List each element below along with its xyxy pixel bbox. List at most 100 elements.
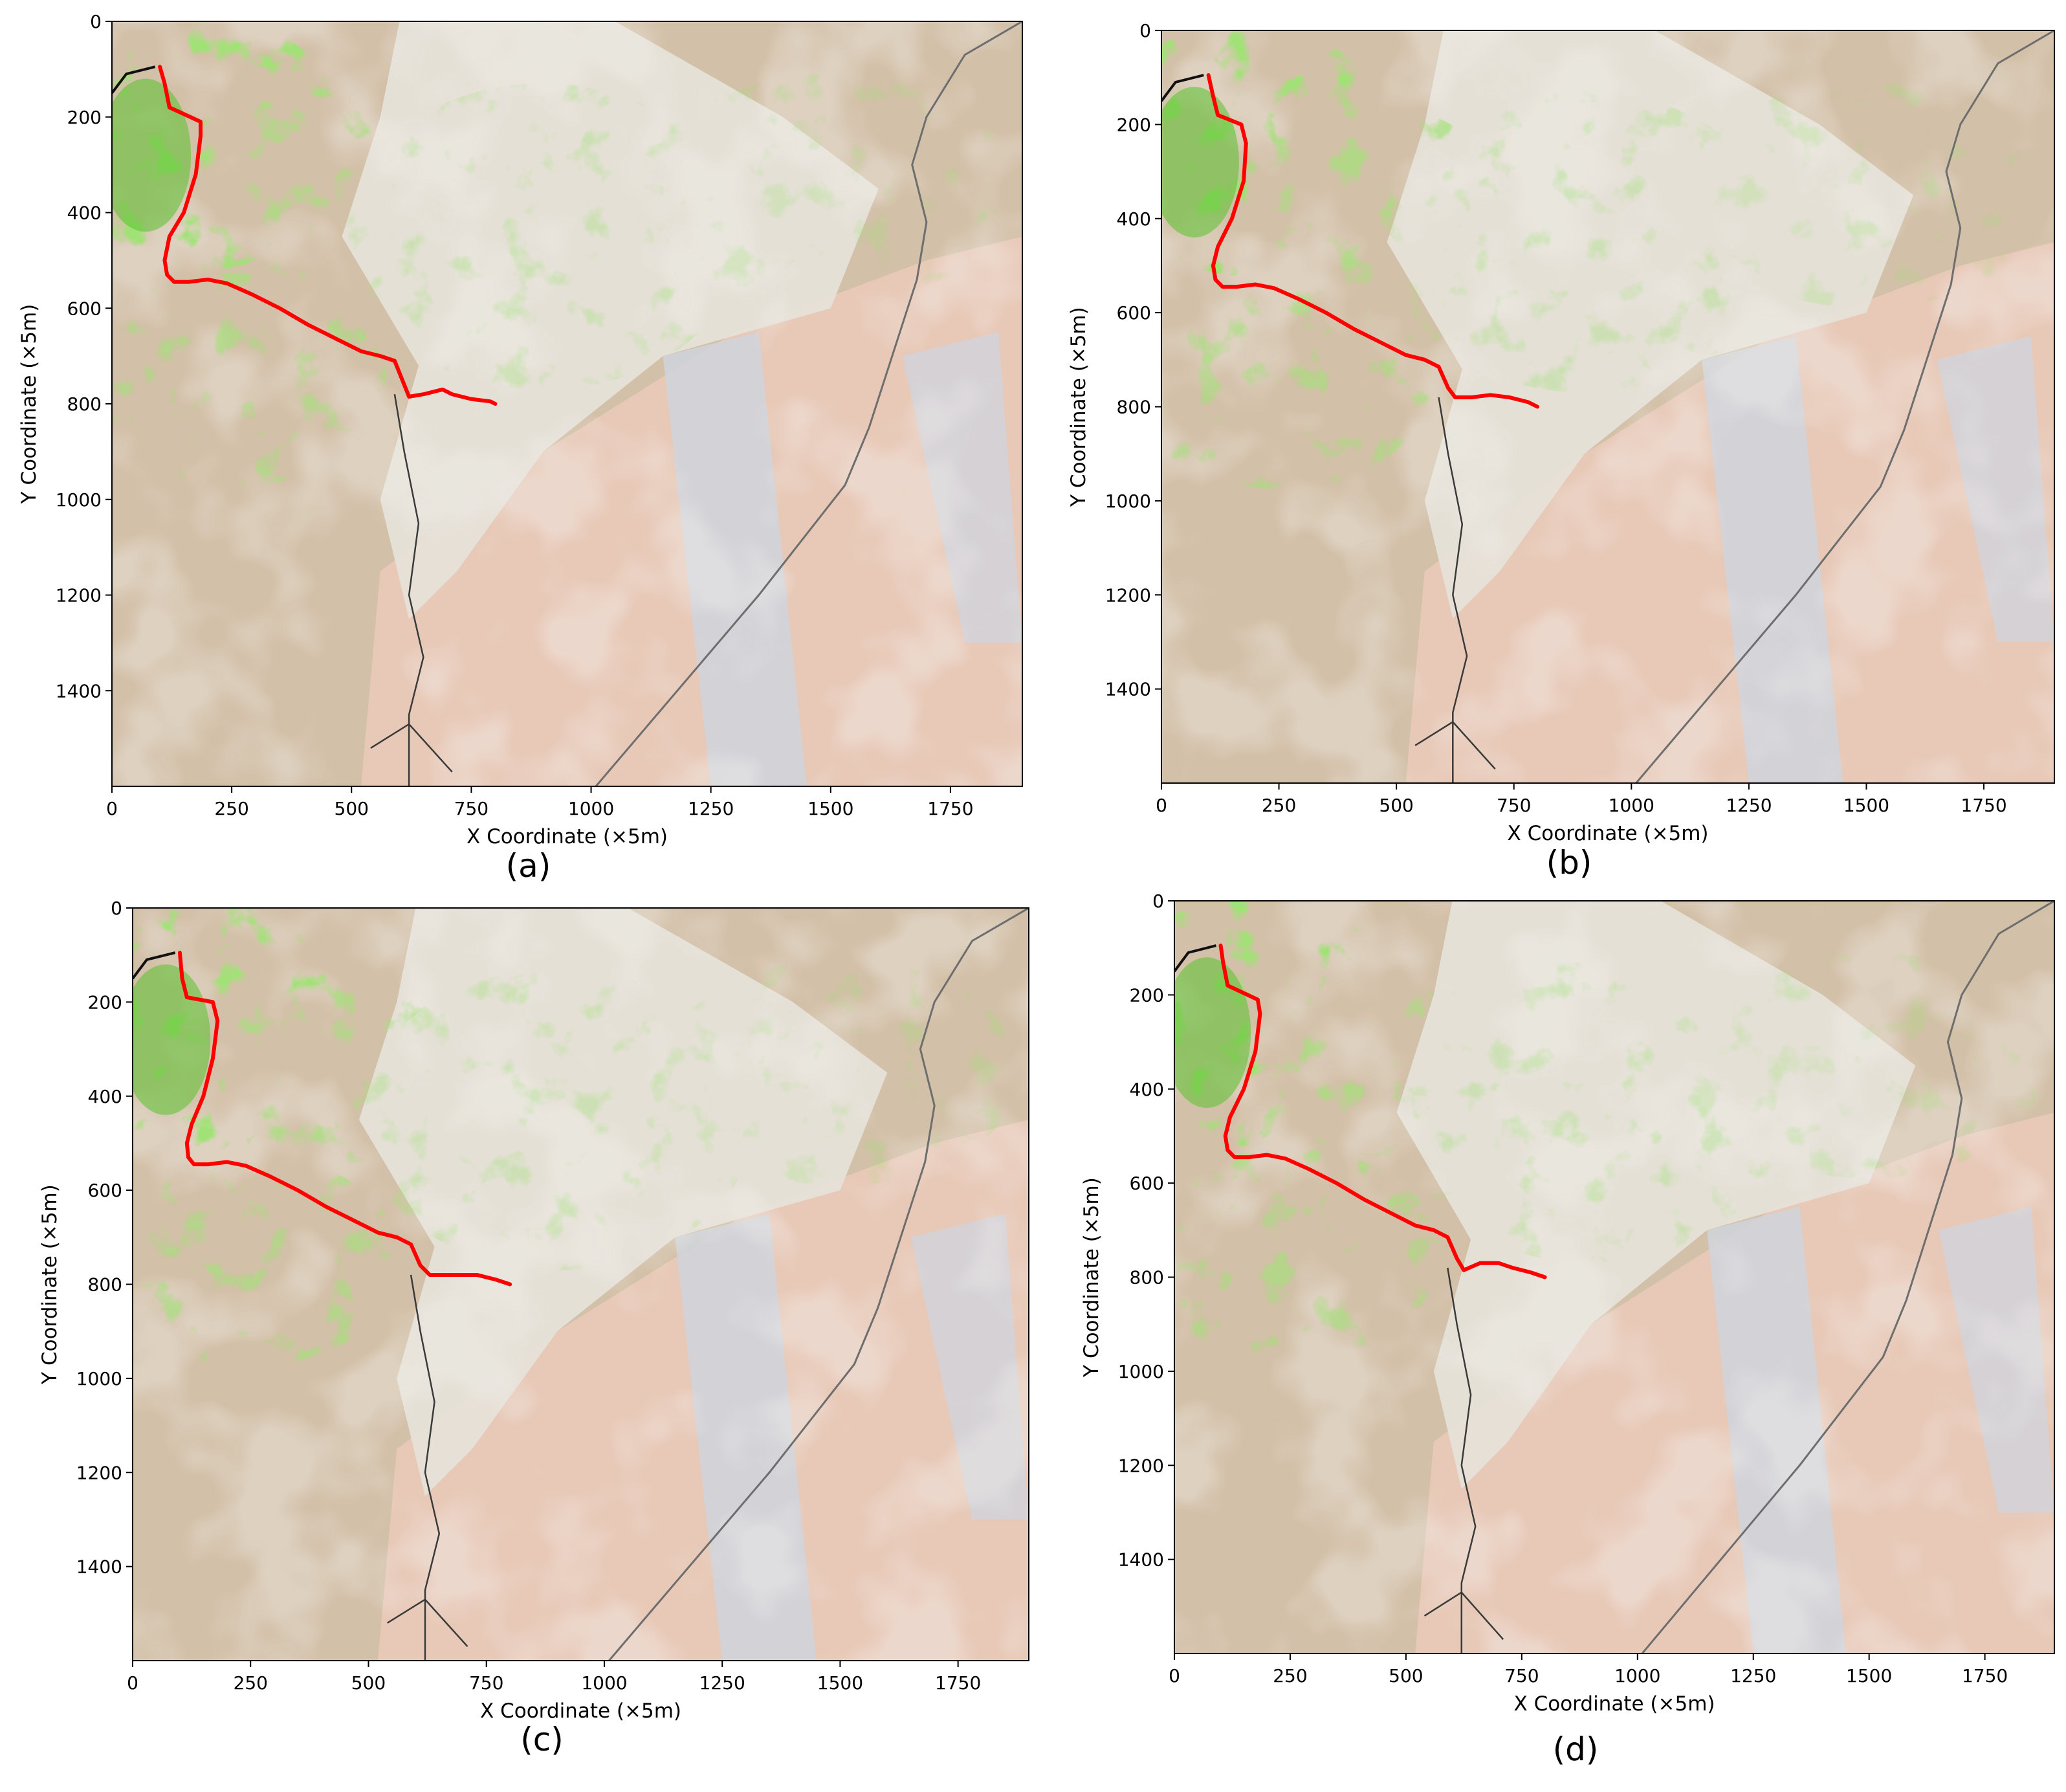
y-tick-label: 0: [1139, 20, 1151, 41]
y-tick-label: 600: [1117, 302, 1151, 324]
y-tick-label: 0: [1152, 890, 1164, 912]
x-tick-label: 1500: [1843, 795, 1889, 816]
x-axis-label: X Coordinate (×5m): [1508, 822, 1709, 845]
x-tick-label: 1250: [1726, 795, 1772, 816]
stream-branch: [1414, 720, 1496, 770]
panel-caption: (d): [1553, 1731, 1599, 1768]
y-tick-label: 600: [88, 1180, 122, 1201]
road-line: [608, 908, 1029, 1661]
x-tick-label: 1250: [1730, 1665, 1776, 1687]
panel-caption: (b): [1546, 844, 1592, 881]
stream-line: [1438, 397, 1468, 783]
y-tick-label: 1200: [1118, 1455, 1164, 1476]
x-tick-label: 500: [1389, 1665, 1423, 1687]
road-line: [595, 21, 1022, 786]
y-tick-label: 800: [1117, 397, 1151, 418]
panel-caption: (a): [506, 847, 551, 885]
x-tick-label: 1250: [699, 1672, 745, 1694]
x-tick-label: 250: [234, 1672, 268, 1694]
y-tick-label: 200: [88, 991, 122, 1013]
vegetation-layer: [133, 908, 1029, 1661]
y-tick-label: 1400: [76, 1556, 122, 1578]
stream-branch: [386, 1598, 468, 1648]
x-axis-label: X Coordinate (×5m): [467, 825, 668, 848]
y-tick-label: 0: [90, 11, 102, 32]
vegetation-layer: [1174, 901, 2054, 1654]
route-path: [1218, 944, 1547, 1279]
x-tick-label: 1750: [935, 1672, 981, 1694]
route-path: [158, 65, 498, 406]
start-mark: [112, 65, 156, 94]
x-axis-label: X Coordinate (×5m): [1514, 1692, 1715, 1716]
map-panel: 0 250 500 750 1000 1250 1500 1750 0 200 400 600 800 1…: [1067, 20, 2055, 881]
route-path: [1206, 73, 1540, 409]
x-tick-label: 750: [469, 1672, 503, 1694]
road-line: [1635, 30, 2054, 783]
start-mark: [133, 951, 176, 980]
x-tick-label: 1500: [817, 1672, 863, 1694]
y-tick-label: 1400: [1118, 1549, 1164, 1571]
x-axis-label: X Coordinate (×5m): [480, 1699, 681, 1723]
map-panel: 0 250 500 750 1000 1250 1500 1750 0 200 400 600 800 1…: [38, 898, 1029, 1758]
route-path: [177, 951, 512, 1287]
y-axis-label: Y Coordinate (×5m): [17, 304, 41, 505]
y-tick-label: 1400: [56, 680, 102, 702]
map-image: [112, 21, 1022, 786]
x-tick-label: 1500: [808, 798, 853, 819]
y-tick-label: 400: [1117, 208, 1151, 230]
vegetation-layer: [1161, 30, 2054, 783]
y-axis-label: Y Coordinate (×5m): [1067, 307, 1090, 507]
y-axis-label: Y Coordinate (×5m): [38, 1184, 61, 1385]
x-tick-label: 1000: [581, 1672, 627, 1694]
y-tick-label: 800: [67, 393, 102, 415]
x-tick-label: 250: [1262, 795, 1296, 816]
x-tick-label: 1000: [568, 798, 614, 819]
panel-caption: (c): [520, 1721, 564, 1758]
x-tick-label: 1750: [1962, 1665, 2008, 1687]
y-tick-label: 400: [88, 1086, 122, 1107]
y-tick-label: 200: [1117, 114, 1151, 135]
x-tick-label: 500: [351, 1672, 386, 1694]
stream-line: [1447, 1267, 1477, 1654]
y-tick-label: 1000: [1105, 491, 1151, 512]
map-image: [133, 908, 1029, 1661]
x-tick-label: 500: [1379, 795, 1413, 816]
vegetation-layer: [112, 21, 1022, 786]
y-tick-label: 400: [67, 203, 102, 224]
y-tick-label: 600: [67, 298, 102, 319]
y-tick-label: 1000: [1118, 1361, 1164, 1382]
x-tick-label: 0: [106, 798, 118, 819]
start-mark: [1174, 944, 1216, 973]
x-tick-label: 250: [1273, 1665, 1307, 1687]
x-tick-label: 0: [1156, 795, 1167, 816]
y-tick-label: 0: [111, 898, 122, 919]
y-tick-label: 1000: [76, 1368, 122, 1389]
stream-line: [410, 1274, 441, 1661]
y-tick-label: 1200: [1105, 584, 1151, 606]
y-tick-label: 1000: [56, 489, 102, 511]
x-tick-label: 750: [1504, 1665, 1539, 1687]
map-panel: 0 250 500 750 1000 1250 1500 1750 0 200 400 600 800 1…: [1080, 890, 2055, 1768]
x-tick-label: 1750: [927, 798, 973, 819]
x-tick-label: 1500: [1846, 1665, 1892, 1687]
y-tick-label: 200: [1130, 984, 1164, 1006]
x-tick-label: 1750: [1961, 795, 2006, 816]
map-image: [1161, 30, 2054, 783]
x-tick-label: 250: [214, 798, 248, 819]
x-tick-label: 750: [1497, 795, 1531, 816]
y-tick-label: 800: [1130, 1267, 1164, 1289]
y-tick-label: 200: [67, 107, 102, 128]
y-tick-label: 600: [1130, 1173, 1164, 1194]
y-tick-label: 800: [88, 1274, 122, 1296]
y-axis-label: Y Coordinate (×5m): [1080, 1177, 1103, 1378]
x-tick-label: 750: [454, 798, 489, 819]
map-image: [1174, 901, 2054, 1654]
x-tick-label: 1000: [1609, 795, 1654, 816]
y-tick-label: 1200: [76, 1462, 122, 1483]
y-tick-label: 1200: [56, 585, 102, 606]
x-tick-label: 1250: [688, 798, 734, 819]
x-tick-label: 0: [127, 1672, 138, 1694]
x-tick-label: 500: [335, 798, 369, 819]
map-panel: 0 250 500 750 1000 1250 1500 1750 0 200 400 600 800 1…: [17, 11, 1023, 885]
